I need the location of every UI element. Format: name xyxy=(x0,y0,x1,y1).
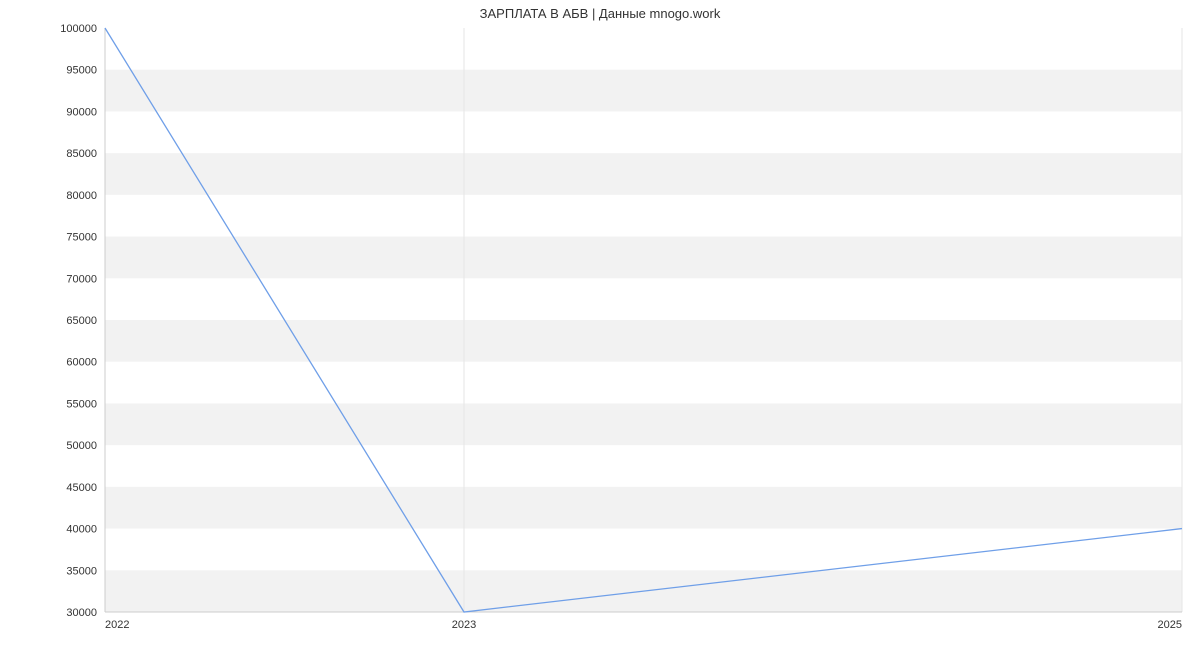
y-tick-label: 50000 xyxy=(66,440,97,452)
y-tick-label: 70000 xyxy=(66,273,97,285)
y-tick-label: 95000 xyxy=(66,65,97,77)
chart-canvas: 30000 35000 40000 45000 50000 55000 60000 65000… xyxy=(0,0,1200,650)
y-tick-label: 75000 xyxy=(66,232,97,244)
y-tick-label: 85000 xyxy=(66,148,97,160)
y-tick-label: 80000 xyxy=(66,190,97,202)
x-tick-label: 2023 xyxy=(452,619,476,631)
y-tick-label: 35000 xyxy=(66,565,97,577)
x-tick-label: 2025 xyxy=(1158,619,1182,631)
y-tick-label: 45000 xyxy=(66,482,97,494)
y-tick-label: 55000 xyxy=(66,398,97,410)
y-tick-label: 100000 xyxy=(60,23,97,35)
y-tick-label: 65000 xyxy=(66,315,97,327)
y-tick-label: 30000 xyxy=(66,607,97,619)
x-tick-label: 2022 xyxy=(105,619,129,631)
y-tick-label: 40000 xyxy=(66,524,97,536)
chart-title: ЗАРПЛАТА В АБВ | Данные mnogo.work xyxy=(0,6,1200,21)
y-tick-label: 60000 xyxy=(66,357,97,369)
salary-chart: ЗАРПЛАТА В АБВ | Данные mnogo.work 30000… xyxy=(0,0,1200,650)
y-tick-label: 90000 xyxy=(66,106,97,118)
